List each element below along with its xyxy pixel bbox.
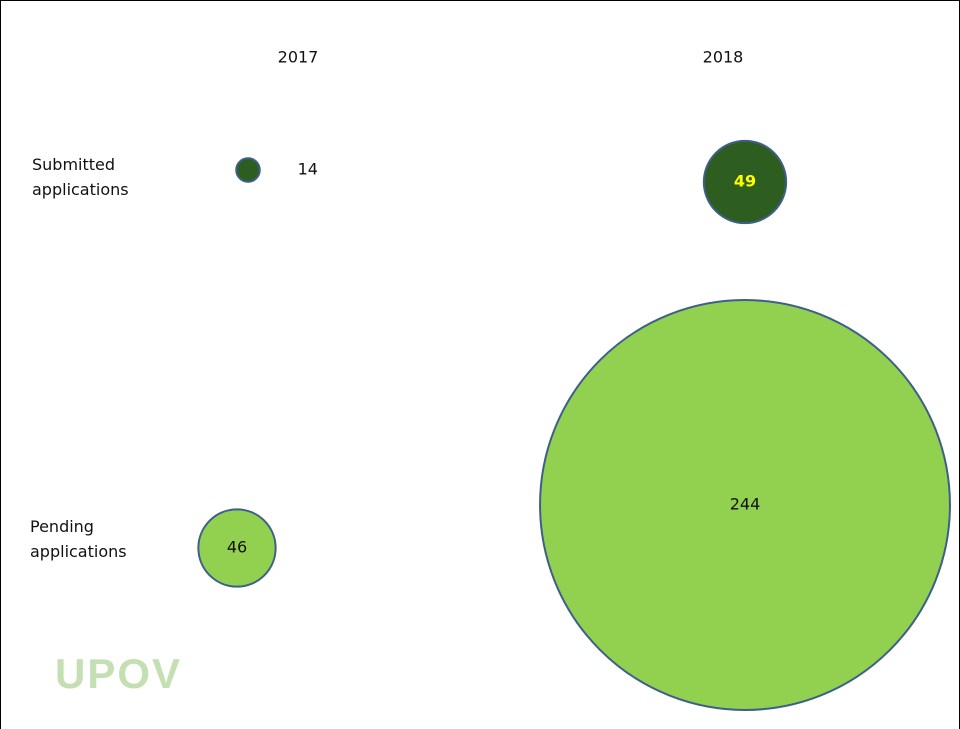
column-label: 2017 — [278, 48, 319, 67]
data-label: 14 — [298, 160, 318, 179]
row-label: Pending applications — [30, 517, 127, 561]
data-label: 244 — [730, 495, 761, 514]
bubble — [235, 157, 261, 183]
bubble — [702, 139, 788, 225]
logo: UPOV — [55, 650, 183, 697]
column-label: 2018 — [703, 48, 744, 67]
row-label: Submitted applications — [32, 155, 129, 199]
bubble — [197, 508, 277, 588]
data-label: 46 — [227, 538, 247, 557]
bubble — [539, 299, 951, 711]
data-label: 49 — [734, 172, 756, 191]
